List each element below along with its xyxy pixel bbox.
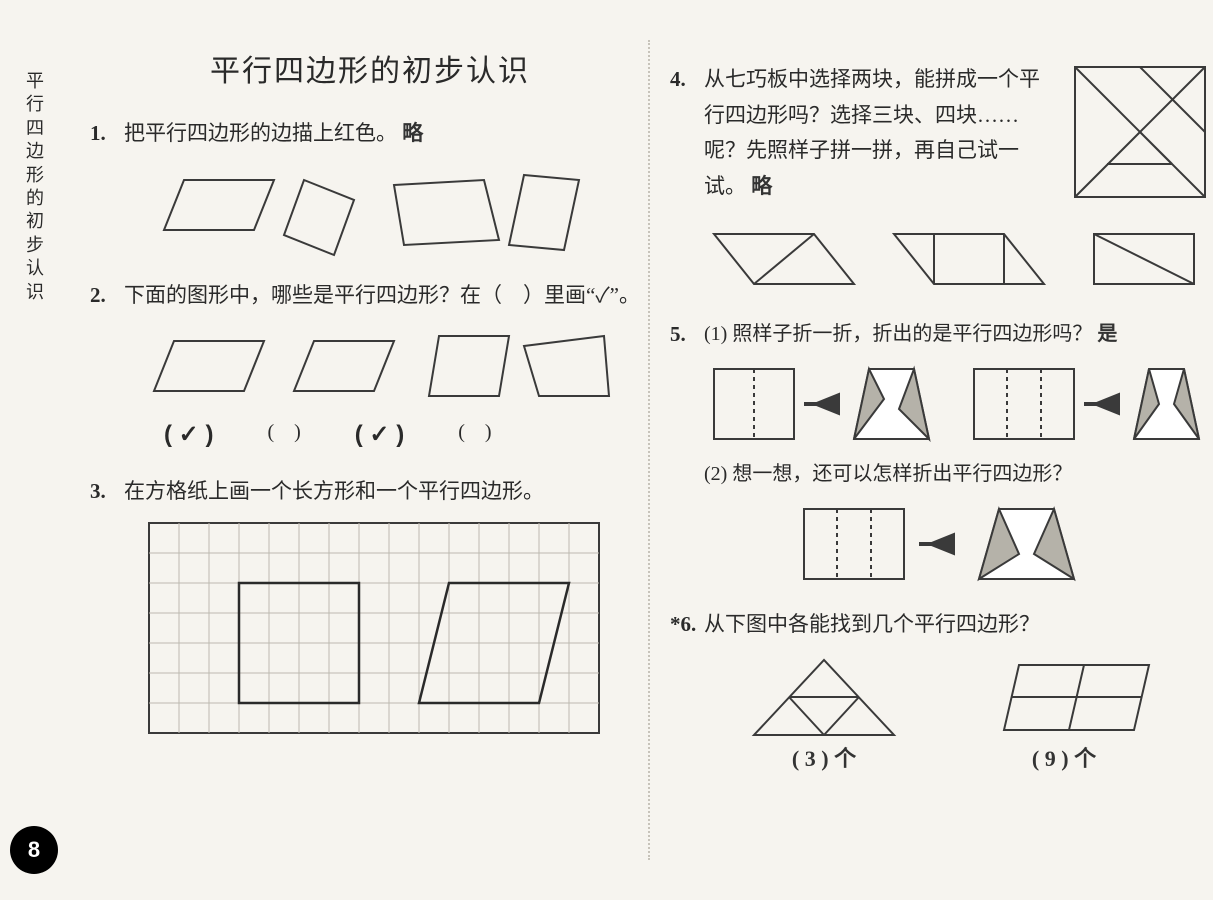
q1-text: 把平行四边形的边描上红色。 bbox=[124, 121, 397, 145]
question-1: 1. 把平行四边形的边描上红色。 略 bbox=[90, 116, 650, 260]
q6-answer-a: ( 3 ) 个 bbox=[744, 740, 904, 777]
q5-fold-row2 bbox=[794, 499, 1114, 589]
q5-sub1-answer: 是 bbox=[1097, 323, 1117, 345]
question-3: 3. 在方格纸上画一个长方形和一个平行四边形。 bbox=[90, 474, 650, 738]
q2-mark-2: ( ) bbox=[267, 415, 300, 456]
q3-number: 3. bbox=[90, 474, 106, 510]
q4-number: 4. bbox=[670, 62, 686, 98]
q5-sub1-text: (1) 照样子折一折，折出的是平行四边形吗？ bbox=[704, 323, 1092, 345]
margin-title: 平行 四边 形的 初步 认识 bbox=[24, 70, 46, 304]
q1-number: 1. bbox=[90, 116, 106, 152]
q2-text: 下面的图形中，哪些是平行四边形？在（ ）里画“✓”。 bbox=[124, 283, 640, 307]
question-4: 4. 从七巧板中选择两块，能拼成一个平行四边形吗？选择三块、四块……呢？先照样子… bbox=[670, 62, 1210, 299]
q2-number: 2. bbox=[90, 278, 106, 314]
q3-grid-figure bbox=[144, 518, 604, 738]
page-number-badge: 8 bbox=[10, 826, 58, 874]
q2-mark-4: ( ) bbox=[458, 415, 491, 456]
q2-shapes bbox=[144, 321, 614, 411]
q6-number: *6. bbox=[670, 607, 696, 643]
question-5: 5. (1) 照样子折一折，折出的是平行四边形吗？ 是 bbox=[670, 317, 1210, 589]
q6-figure-b bbox=[974, 650, 1154, 740]
question-2: 2. 下面的图形中，哪些是平行四边形？在（ ）里画“✓”。 ( ✓ ) ( ) … bbox=[90, 278, 650, 456]
q5-sub2-text: (2) 想一想，还可以怎样折出平行四边形？ bbox=[704, 463, 1072, 485]
q2-mark-1: ( ✓ ) bbox=[164, 415, 213, 456]
q6-text: 从下图中各能找到几个平行四边形？ bbox=[704, 612, 1040, 636]
q2-mark-3: ( ✓ ) bbox=[355, 415, 404, 456]
q6-answer-b: ( 9 ) 个 bbox=[974, 740, 1154, 777]
page-title: 平行四边形的初步认识 bbox=[90, 46, 650, 90]
q4-examples bbox=[704, 219, 1204, 299]
q1-answer-note: 略 bbox=[402, 121, 423, 145]
q1-shapes bbox=[144, 160, 584, 260]
q5-number: 5. bbox=[670, 317, 686, 353]
q2-answer-row: ( ✓ ) ( ) ( ✓ ) ( ) bbox=[164, 415, 650, 456]
q3-text: 在方格纸上画一个长方形和一个平行四边形。 bbox=[124, 479, 544, 503]
q6-figure-a bbox=[744, 650, 904, 740]
q5-fold-row1 bbox=[704, 359, 1204, 449]
tangram-icon bbox=[1070, 62, 1210, 202]
question-6: *6. 从下图中各能找到几个平行四边形？ ( 3 ) 个 bbox=[670, 607, 1210, 778]
q4-answer-note: 略 bbox=[751, 174, 772, 198]
